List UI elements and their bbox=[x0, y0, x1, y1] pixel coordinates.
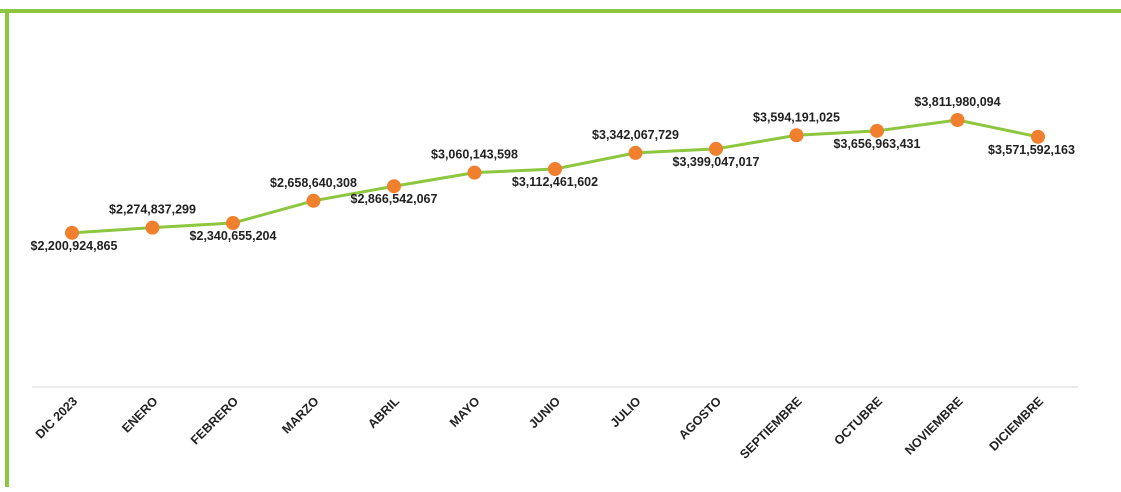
frame-top bbox=[0, 9, 1121, 13]
frame-left bbox=[5, 9, 9, 487]
data-label: $2,866,542,067 bbox=[351, 192, 438, 206]
data-label: $3,811,980,094 bbox=[914, 95, 1000, 109]
data-label: $2,340,655,204 bbox=[190, 229, 277, 243]
point-marker bbox=[548, 161, 562, 176]
data-label: $2,658,640,308 bbox=[270, 176, 357, 190]
data-label: $3,656,963,431 bbox=[834, 137, 921, 151]
x-tick-label: MARZO bbox=[279, 394, 321, 436]
point-marker bbox=[870, 123, 884, 138]
x-tick-label: DIC 2023 bbox=[33, 394, 80, 441]
x-tick-label: JUNIO bbox=[526, 394, 563, 431]
data-label: $3,399,047,017 bbox=[673, 155, 760, 169]
x-tick-label: NOVIEMBRE bbox=[902, 394, 965, 457]
point-marker bbox=[709, 141, 723, 156]
point-marker bbox=[387, 179, 401, 194]
x-tick-label: DICIEMBRE bbox=[987, 394, 1047, 454]
x-tick-label: FEBRERO bbox=[188, 394, 241, 447]
x-tick-label: MAYO bbox=[447, 394, 483, 430]
point-marker bbox=[789, 128, 804, 143]
x-tick-label: AGOSTO bbox=[676, 394, 724, 442]
x-tick-label: JULIO bbox=[608, 394, 644, 430]
data-label: $2,274,837,299 bbox=[109, 203, 196, 217]
x-tick-label: ENERO bbox=[119, 394, 161, 436]
point-marker bbox=[65, 225, 79, 240]
x-tick-label: ABRIL bbox=[365, 394, 402, 431]
x-tick-label: OCTUBRE bbox=[832, 394, 886, 448]
point-marker bbox=[306, 193, 321, 208]
point-marker bbox=[145, 220, 160, 235]
data-label: $3,571,592,163 bbox=[988, 143, 1075, 157]
point-marker bbox=[467, 165, 482, 180]
x-tick-label: SEPTIEMBRE bbox=[737, 394, 804, 461]
data-label: $3,060,143,598 bbox=[431, 148, 518, 162]
point-marker bbox=[950, 113, 965, 127]
data-label: $3,112,461,602 bbox=[512, 175, 598, 189]
point-marker bbox=[226, 216, 240, 231]
data-label: $2,200,924,865 bbox=[31, 239, 118, 253]
point-marker bbox=[628, 145, 643, 160]
data-label: $3,342,067,729 bbox=[592, 128, 679, 142]
point-marker bbox=[1031, 129, 1045, 144]
data-label: $3,594,191,025 bbox=[753, 110, 840, 124]
